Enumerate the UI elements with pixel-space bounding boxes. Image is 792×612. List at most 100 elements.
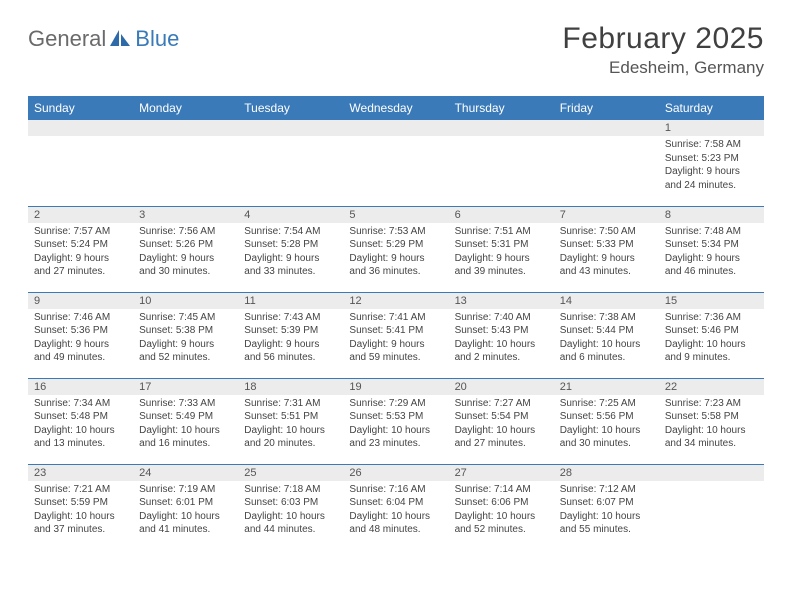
cell-body — [133, 136, 238, 142]
sunset-text: Sunset: 5:41 PM — [349, 324, 442, 338]
sunrise-text: Sunrise: 7:12 AM — [560, 483, 653, 497]
day-number: 3 — [133, 207, 238, 223]
sunrise-text: Sunrise: 7:27 AM — [455, 397, 548, 411]
calendar-cell — [133, 120, 238, 206]
day-number: 13 — [449, 293, 554, 309]
day-number: 11 — [238, 293, 343, 309]
daylight-text: Daylight: 9 hours and 43 minutes. — [560, 252, 653, 279]
daylight-text: Daylight: 9 hours and 56 minutes. — [244, 338, 337, 365]
sunset-text: Sunset: 5:38 PM — [139, 324, 232, 338]
day-number: 15 — [659, 293, 764, 309]
sunset-text: Sunset: 5:51 PM — [244, 410, 337, 424]
sunset-text: Sunset: 5:43 PM — [455, 324, 548, 338]
sunset-text: Sunset: 5:31 PM — [455, 238, 548, 252]
cell-body: Sunrise: 7:58 AMSunset: 5:23 PMDaylight:… — [659, 136, 764, 196]
sunset-text: Sunset: 6:04 PM — [349, 496, 442, 510]
cell-body: Sunrise: 7:25 AMSunset: 5:56 PMDaylight:… — [554, 395, 659, 455]
day-number: 5 — [343, 207, 448, 223]
daylight-text: Daylight: 9 hours and 36 minutes. — [349, 252, 442, 279]
dayhead-mon: Monday — [133, 96, 238, 120]
calendar-cell: 18Sunrise: 7:31 AMSunset: 5:51 PMDayligh… — [238, 378, 343, 464]
cell-body — [449, 136, 554, 142]
day-number: 12 — [343, 293, 448, 309]
sunrise-text: Sunrise: 7:41 AM — [349, 311, 442, 325]
calendar-cell: 16Sunrise: 7:34 AMSunset: 5:48 PMDayligh… — [28, 378, 133, 464]
calendar-cell: 23Sunrise: 7:21 AMSunset: 5:59 PMDayligh… — [28, 464, 133, 550]
sunrise-text: Sunrise: 7:57 AM — [34, 225, 127, 239]
day-number: 21 — [554, 379, 659, 395]
sunrise-text: Sunrise: 7:43 AM — [244, 311, 337, 325]
day-number: 7 — [554, 207, 659, 223]
daylight-text: Daylight: 9 hours and 49 minutes. — [34, 338, 127, 365]
dayhead-sun: Sunday — [28, 96, 133, 120]
daylight-text: Daylight: 10 hours and 48 minutes. — [349, 510, 442, 537]
calendar-cell — [28, 120, 133, 206]
cell-body: Sunrise: 7:40 AMSunset: 5:43 PMDaylight:… — [449, 309, 554, 369]
sunset-text: Sunset: 5:28 PM — [244, 238, 337, 252]
sunset-text: Sunset: 6:01 PM — [139, 496, 232, 510]
sunset-text: Sunset: 5:46 PM — [665, 324, 758, 338]
cell-body: Sunrise: 7:33 AMSunset: 5:49 PMDaylight:… — [133, 395, 238, 455]
sunrise-text: Sunrise: 7:23 AM — [665, 397, 758, 411]
daylight-text: Daylight: 9 hours and 33 minutes. — [244, 252, 337, 279]
daylight-text: Daylight: 10 hours and 34 minutes. — [665, 424, 758, 451]
day-number: 4 — [238, 207, 343, 223]
daylight-text: Daylight: 9 hours and 46 minutes. — [665, 252, 758, 279]
sunrise-text: Sunrise: 7:29 AM — [349, 397, 442, 411]
day-number — [133, 120, 238, 136]
sunrise-text: Sunrise: 7:14 AM — [455, 483, 548, 497]
daylight-text: Daylight: 10 hours and 55 minutes. — [560, 510, 653, 537]
day-number: 24 — [133, 465, 238, 481]
daylight-text: Daylight: 10 hours and 41 minutes. — [139, 510, 232, 537]
sunset-text: Sunset: 5:36 PM — [34, 324, 127, 338]
cell-body — [238, 136, 343, 142]
cell-body: Sunrise: 7:41 AMSunset: 5:41 PMDaylight:… — [343, 309, 448, 369]
day-number: 9 — [28, 293, 133, 309]
day-number — [343, 120, 448, 136]
daylight-text: Daylight: 10 hours and 27 minutes. — [455, 424, 548, 451]
daylight-text: Daylight: 10 hours and 16 minutes. — [139, 424, 232, 451]
sunrise-text: Sunrise: 7:19 AM — [139, 483, 232, 497]
daylight-text: Daylight: 10 hours and 9 minutes. — [665, 338, 758, 365]
sunset-text: Sunset: 5:54 PM — [455, 410, 548, 424]
page-title: February 2025 — [562, 22, 764, 56]
sunset-text: Sunset: 6:07 PM — [560, 496, 653, 510]
sunrise-text: Sunrise: 7:46 AM — [34, 311, 127, 325]
cell-body: Sunrise: 7:31 AMSunset: 5:51 PMDaylight:… — [238, 395, 343, 455]
cell-body — [554, 136, 659, 142]
day-number: 22 — [659, 379, 764, 395]
calendar-week: 9Sunrise: 7:46 AMSunset: 5:36 PMDaylight… — [28, 292, 764, 378]
calendar-cell: 28Sunrise: 7:12 AMSunset: 6:07 PMDayligh… — [554, 464, 659, 550]
dayhead-sat: Saturday — [659, 96, 764, 120]
cell-body: Sunrise: 7:51 AMSunset: 5:31 PMDaylight:… — [449, 223, 554, 283]
calendar-week: 1Sunrise: 7:58 AMSunset: 5:23 PMDaylight… — [28, 120, 764, 206]
cell-body: Sunrise: 7:43 AMSunset: 5:39 PMDaylight:… — [238, 309, 343, 369]
sunset-text: Sunset: 5:24 PM — [34, 238, 127, 252]
day-number — [28, 120, 133, 136]
day-number: 16 — [28, 379, 133, 395]
calendar-cell: 14Sunrise: 7:38 AMSunset: 5:44 PMDayligh… — [554, 292, 659, 378]
calendar-cell: 19Sunrise: 7:29 AMSunset: 5:53 PMDayligh… — [343, 378, 448, 464]
day-number: 27 — [449, 465, 554, 481]
calendar-cell: 3Sunrise: 7:56 AMSunset: 5:26 PMDaylight… — [133, 206, 238, 292]
daylight-text: Daylight: 9 hours and 24 minutes. — [665, 165, 758, 192]
cell-body: Sunrise: 7:45 AMSunset: 5:38 PMDaylight:… — [133, 309, 238, 369]
calendar-cell: 7Sunrise: 7:50 AMSunset: 5:33 PMDaylight… — [554, 206, 659, 292]
cell-body: Sunrise: 7:23 AMSunset: 5:58 PMDaylight:… — [659, 395, 764, 455]
cell-body: Sunrise: 7:29 AMSunset: 5:53 PMDaylight:… — [343, 395, 448, 455]
sunset-text: Sunset: 5:53 PM — [349, 410, 442, 424]
sunrise-text: Sunrise: 7:33 AM — [139, 397, 232, 411]
sunrise-text: Sunrise: 7:48 AM — [665, 225, 758, 239]
cell-body: Sunrise: 7:21 AMSunset: 5:59 PMDaylight:… — [28, 481, 133, 541]
calendar-cell — [343, 120, 448, 206]
sunset-text: Sunset: 5:58 PM — [665, 410, 758, 424]
daylight-text: Daylight: 9 hours and 30 minutes. — [139, 252, 232, 279]
sunset-text: Sunset: 5:34 PM — [665, 238, 758, 252]
daylight-text: Daylight: 10 hours and 23 minutes. — [349, 424, 442, 451]
calendar-cell: 12Sunrise: 7:41 AMSunset: 5:41 PMDayligh… — [343, 292, 448, 378]
daylight-text: Daylight: 9 hours and 52 minutes. — [139, 338, 232, 365]
sunrise-text: Sunrise: 7:31 AM — [244, 397, 337, 411]
daylight-text: Daylight: 9 hours and 39 minutes. — [455, 252, 548, 279]
calendar-week: 16Sunrise: 7:34 AMSunset: 5:48 PMDayligh… — [28, 378, 764, 464]
calendar-cell: 9 Sunrise: 7:46 AMSunset: 5:36 PMDaylight… — [28, 292, 133, 378]
